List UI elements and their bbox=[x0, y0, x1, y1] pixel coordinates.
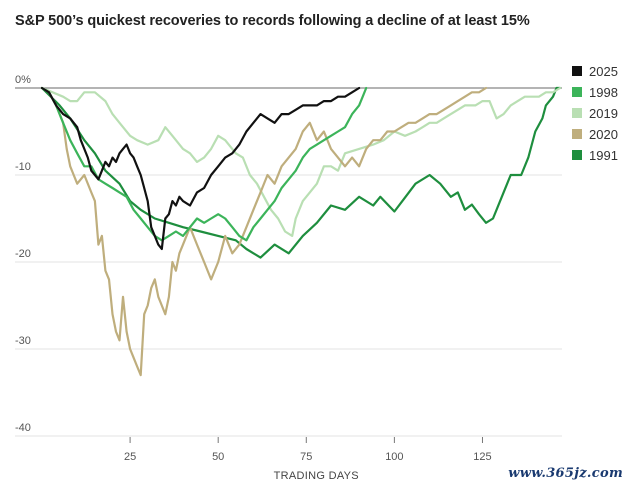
legend-swatch-1991 bbox=[572, 150, 582, 160]
legend-label-1998: 1998 bbox=[589, 85, 618, 100]
legend-swatch-2025 bbox=[572, 66, 582, 76]
series-line-1991 bbox=[40, 86, 562, 259]
y-tick-label: -20 bbox=[15, 248, 31, 260]
legend-label-2025: 2025 bbox=[589, 64, 618, 79]
y-tick-label: 0% bbox=[15, 74, 31, 86]
legend-swatch-2020 bbox=[572, 129, 582, 139]
y-tick-label: -10 bbox=[15, 161, 31, 173]
legend-swatch-2019 bbox=[572, 108, 582, 118]
y-tick-label: -40 bbox=[15, 422, 31, 434]
series-line-2020 bbox=[40, 86, 488, 377]
y-axis-ticks: 0% -10 -20 -30 -40 bbox=[15, 74, 31, 434]
series-line-2019 bbox=[40, 86, 562, 237]
chart-title: S&P 500’s quickest recoveries to records… bbox=[15, 13, 530, 29]
x-tick-label: 125 bbox=[473, 451, 491, 463]
x-tick-label: 75 bbox=[300, 451, 312, 463]
x-tick-label: 50 bbox=[212, 451, 224, 463]
grid bbox=[15, 87, 562, 437]
legend-label-1991: 1991 bbox=[589, 148, 618, 163]
legend-label-2020: 2020 bbox=[589, 127, 618, 142]
legend-label-2019: 2019 bbox=[589, 106, 618, 121]
x-axis-label: TRADING DAYS bbox=[274, 470, 359, 482]
series-lines bbox=[40, 86, 562, 377]
x-tick-label: 100 bbox=[385, 451, 403, 463]
watermark: www.365jz.com bbox=[508, 466, 623, 481]
y-tick-label: -30 bbox=[15, 335, 31, 347]
x-tick-label: 25 bbox=[124, 451, 136, 463]
series-line-2025 bbox=[40, 86, 361, 251]
legend: 2025 1998 2019 2020 1991 bbox=[572, 64, 618, 163]
legend-swatch-1998 bbox=[572, 87, 582, 97]
x-axis-ticks: 25 50 75 100 125 bbox=[124, 437, 492, 463]
